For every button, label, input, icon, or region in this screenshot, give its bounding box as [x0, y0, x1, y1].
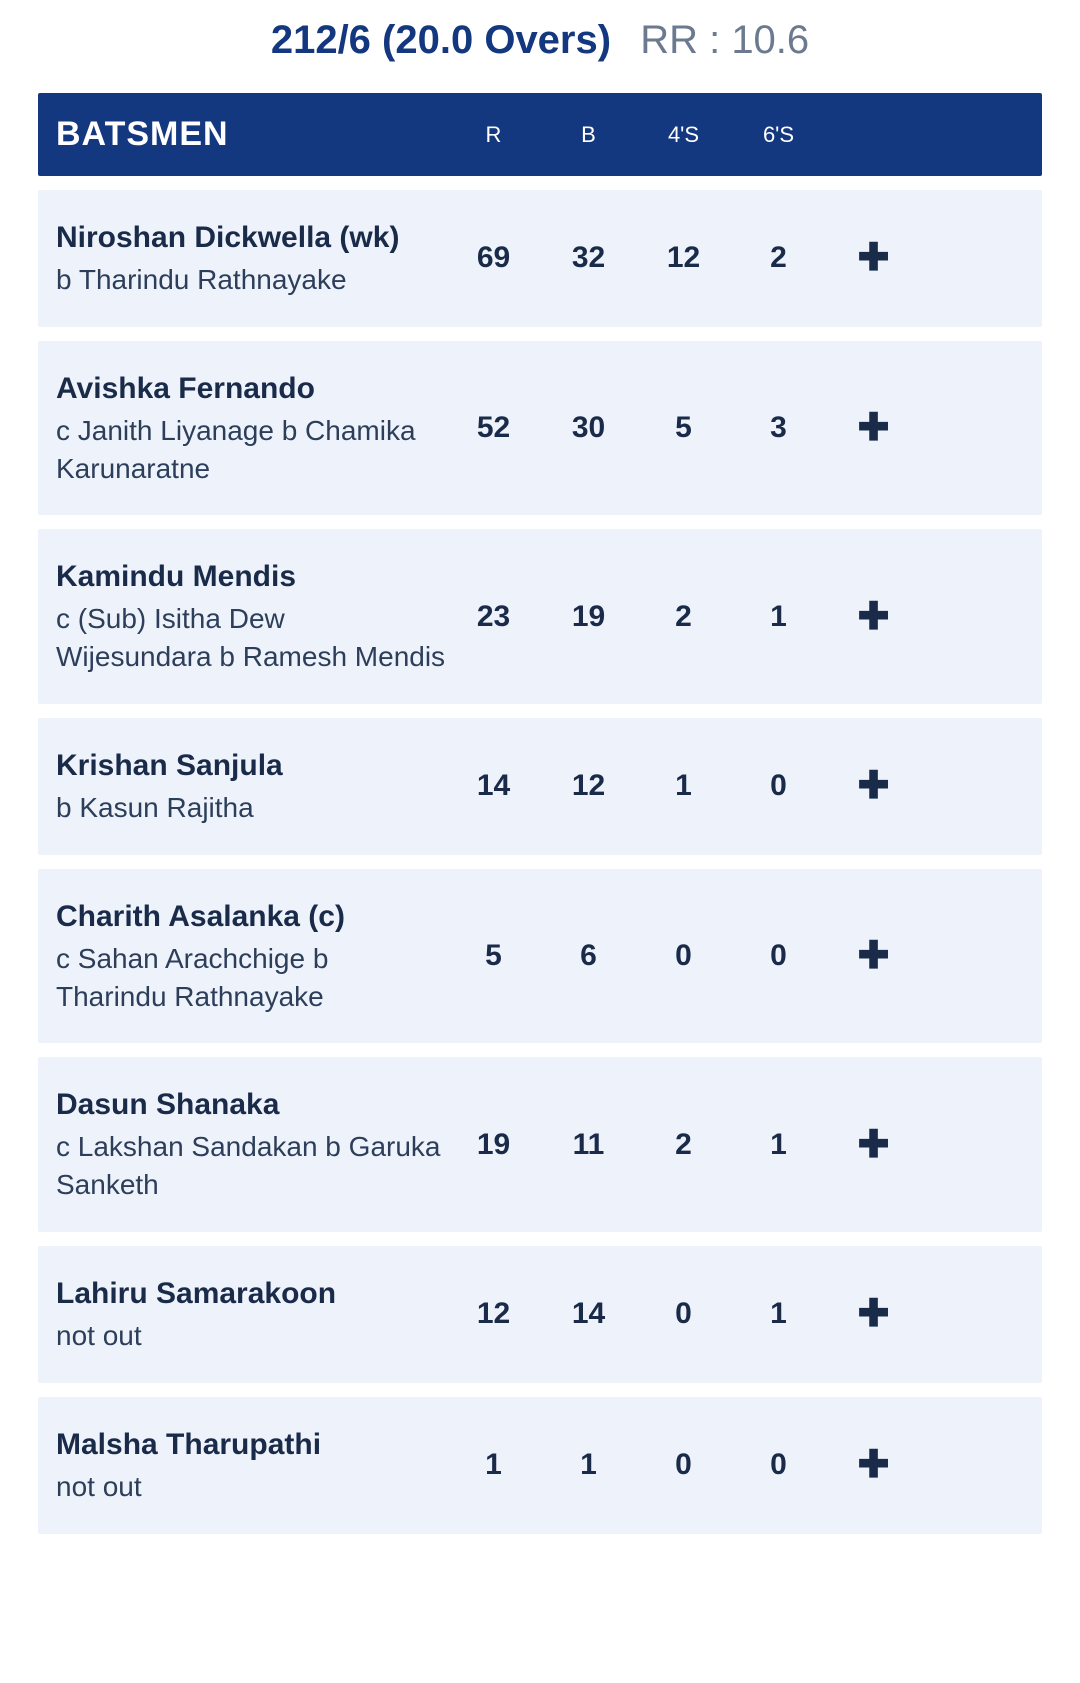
dismissal-text: c Janith Liyanage b Chamika Karunaratne — [56, 412, 446, 488]
stat-r: 12 — [446, 1297, 541, 1331]
expand-cell: ✚ — [826, 767, 921, 805]
col-header-batsmen: BATSMEN — [56, 115, 446, 154]
expand-cell: ✚ — [826, 409, 921, 447]
batsman-cell: Kamindu Mendis c (Sub) Isitha Dew Wijesun… — [56, 557, 446, 676]
stat-r: 14 — [446, 769, 541, 803]
stat-sixes: 0 — [731, 939, 826, 973]
batsman-row: Krishan Sanjula b Kasun Rajitha141210 ✚ — [38, 718, 1042, 855]
batsman-name[interactable]: Charith Asalanka (c) — [56, 897, 446, 936]
plus-icon[interactable]: ✚ — [858, 598, 890, 636]
stat-sixes: 2 — [731, 241, 826, 275]
stat-b: 6 — [541, 939, 636, 973]
dismissal-text: b Tharindu Rathnayake — [56, 261, 446, 299]
plus-icon[interactable]: ✚ — [858, 937, 890, 975]
dismissal-text: c Sahan Arachchige b Tharindu Rathnayake — [56, 940, 446, 1016]
plus-icon[interactable]: ✚ — [858, 767, 890, 805]
table-header: BATSMEN R B 4'S 6'S — [38, 93, 1042, 176]
dismissal-text: b Kasun Rajitha — [56, 789, 446, 827]
stat-r: 52 — [446, 411, 541, 445]
stat-b: 11 — [541, 1128, 636, 1162]
rr-value: 10.6 — [731, 18, 809, 62]
stat-r: 69 — [446, 241, 541, 275]
batsman-cell: Avishka Fernando c Janith Liyanage b Cham… — [56, 369, 446, 488]
dismissal-text: c (Sub) Isitha Dew Wijesundara b Ramesh … — [56, 600, 446, 676]
batsman-row: Dasun Shanaka c Lakshan Sandakan b Garuka… — [38, 1057, 1042, 1232]
col-header-balls: B — [541, 122, 636, 148]
batsman-cell: Charith Asalanka (c) c Sahan Arachchige b… — [56, 897, 446, 1016]
plus-icon[interactable]: ✚ — [858, 409, 890, 447]
batsman-row: Malsha Tharupathinot out1100✚ — [38, 1397, 1042, 1534]
stat-b: 14 — [541, 1297, 636, 1331]
expand-cell: ✚ — [826, 1126, 921, 1164]
batsman-cell: Dasun Shanaka c Lakshan Sandakan b Garuka… — [56, 1085, 446, 1204]
stat-sixes: 3 — [731, 411, 826, 445]
batsman-cell: Niroshan Dickwella (wk) b Tharindu Rathna… — [56, 218, 446, 299]
scorecard: BATSMEN R B 4'S 6'S Niroshan Dickwella (… — [0, 93, 1080, 1534]
col-header-runs: R — [446, 122, 541, 148]
stat-b: 19 — [541, 600, 636, 634]
stat-fours: 12 — [636, 241, 731, 275]
batsman-row: Kamindu Mendis c (Sub) Isitha Dew Wijesun… — [38, 529, 1042, 704]
stat-r: 19 — [446, 1128, 541, 1162]
batsman-name[interactable]: Krishan Sanjula — [56, 746, 446, 785]
stat-fours: 2 — [636, 600, 731, 634]
stat-fours: 1 — [636, 769, 731, 803]
stat-sixes: 1 — [731, 1297, 826, 1331]
stat-sixes: 1 — [731, 600, 826, 634]
batsman-name[interactable]: Kamindu Mendis — [56, 557, 446, 596]
dismissal-text: not out — [56, 1468, 446, 1506]
batsman-name[interactable]: Avishka Fernando — [56, 369, 446, 408]
plus-icon[interactable]: ✚ — [858, 1446, 890, 1484]
stat-r: 5 — [446, 939, 541, 973]
stat-r: 23 — [446, 600, 541, 634]
stat-sixes: 1 — [731, 1128, 826, 1162]
stat-r: 1 — [446, 1448, 541, 1482]
stat-b: 1 — [541, 1448, 636, 1482]
batsman-cell: Krishan Sanjula b Kasun Rajitha — [56, 746, 446, 827]
plus-icon[interactable]: ✚ — [858, 239, 890, 277]
stat-b: 12 — [541, 769, 636, 803]
batsman-row: Lahiru Samarakoon not out121401 ✚ — [38, 1246, 1042, 1383]
stat-sixes: 0 — [731, 769, 826, 803]
dismissal-text: c Lakshan Sandakan b Garuka Sanketh — [56, 1128, 446, 1204]
col-header-sixes: 6'S — [731, 122, 826, 148]
batsman-row: Charith Asalanka (c) c Sahan Arachchige b… — [38, 869, 1042, 1044]
plus-icon[interactable]: ✚ — [858, 1126, 890, 1164]
batsman-name[interactable]: Malsha Tharupathi — [56, 1425, 446, 1464]
expand-cell: ✚ — [826, 598, 921, 636]
batsman-row: Avishka Fernando c Janith Liyanage b Cham… — [38, 341, 1042, 516]
score-header: 212/6 (20.0 Overs) RR : 10.6 — [0, 0, 1080, 93]
plus-icon[interactable]: ✚ — [858, 1295, 890, 1333]
stat-fours: 5 — [636, 411, 731, 445]
col-header-fours: 4'S — [636, 122, 731, 148]
dismissal-text: not out — [56, 1317, 446, 1355]
batsman-name[interactable]: Dasun Shanaka — [56, 1085, 446, 1124]
batsman-name[interactable]: Niroshan Dickwella (wk) — [56, 218, 446, 257]
stat-fours: 0 — [636, 1448, 731, 1482]
batsman-cell: Lahiru Samarakoon not out — [56, 1274, 446, 1355]
run-rate: RR : 10.6 — [640, 18, 809, 62]
expand-cell: ✚ — [826, 937, 921, 975]
score-main: 212/6 (20.0 Overs) — [271, 18, 611, 62]
stat-b: 30 — [541, 411, 636, 445]
expand-cell: ✚ — [826, 1446, 921, 1484]
expand-cell: ✚ — [826, 1295, 921, 1333]
batsman-name[interactable]: Lahiru Samarakoon — [56, 1274, 446, 1313]
stat-fours: 0 — [636, 939, 731, 973]
batsman-cell: Malsha Tharupathi not out — [56, 1425, 446, 1506]
stat-fours: 0 — [636, 1297, 731, 1331]
expand-cell: ✚ — [826, 239, 921, 277]
batsman-row: Niroshan Dickwella (wk) b Tharindu Rathna… — [38, 190, 1042, 327]
stat-sixes: 0 — [731, 1448, 826, 1482]
stat-b: 32 — [541, 241, 636, 275]
stat-fours: 2 — [636, 1128, 731, 1162]
rr-label: RR : — [640, 18, 720, 62]
